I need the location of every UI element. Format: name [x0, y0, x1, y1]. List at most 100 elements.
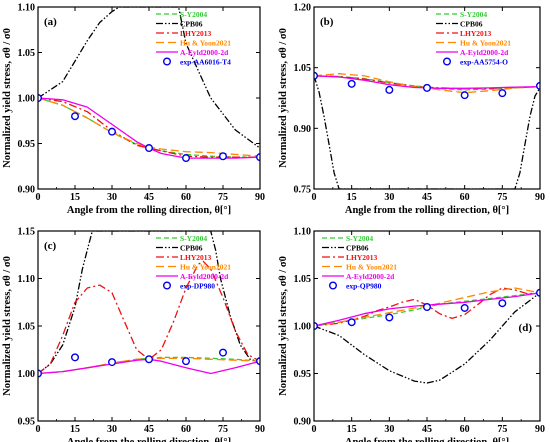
data-point-exp-DP980	[218, 348, 227, 357]
y-tick-label: 1.00	[294, 322, 312, 333]
legend-label: A-Eyld2000-2d	[180, 272, 229, 281]
legend-label: exp-AA6016-T4	[180, 58, 231, 67]
y-axis-label: Normalized yield stress, σθ / σ0	[2, 256, 13, 396]
panel-label: (d)	[519, 322, 533, 334]
data-point-exp-AA5754-O	[385, 85, 394, 94]
data-point-exp-AA6016-T4	[218, 152, 227, 161]
data-point-exp-DP980	[256, 357, 260, 366]
x-tick-label: 75	[218, 424, 228, 435]
x-tick-label: 30	[384, 192, 394, 203]
plot-frame	[37, 6, 261, 190]
data-point-exp-AA5754-O	[498, 89, 507, 98]
y-tick-label: 1.10	[18, 274, 36, 285]
x-axis-label: Angle from the rolling direction, θ[°]	[345, 437, 509, 442]
data-point-exp-AA5754-O	[536, 81, 540, 90]
legend-label: Hu & Yoon2021	[180, 39, 231, 48]
panel-label: (a)	[44, 16, 57, 28]
y-tick-label: 1.05	[294, 63, 312, 74]
data-point-exp-AA6016-T4	[107, 127, 116, 136]
data-point-exp-AA6016-T4	[144, 144, 153, 153]
x-axis-label: Angle from the rolling direction, θ[°]	[67, 205, 231, 216]
data-point-exp-AA5754-O	[423, 83, 432, 92]
x-tick-label: 60	[460, 192, 470, 203]
y-axis-label: Normalized yield stress, σθ / σ0	[278, 256, 289, 396]
series-line-LHY2013	[38, 260, 260, 375]
x-tick-label: 90	[535, 192, 545, 203]
x-tick-label: 75	[218, 192, 228, 203]
y-tick-label: 1.05	[294, 274, 312, 285]
legend-label: exp-QP980	[346, 282, 382, 291]
data-point-exp-QP980	[498, 299, 507, 308]
data-point-exp-AA6016-T4	[70, 112, 79, 121]
x-tick-label: 45	[422, 192, 432, 203]
legend-label: exp-DP980	[180, 282, 215, 291]
data-point-exp-AA5754-O	[460, 91, 469, 100]
x-tick-label: 75	[497, 192, 507, 203]
y-axis-label: Normalized yield stress, σθ / σ0	[278, 28, 289, 168]
series-line-CPB06	[38, 231, 260, 375]
plot-frame	[313, 6, 541, 190]
x-tick-label: 75	[497, 424, 507, 435]
legend-label: LHY2013	[180, 253, 212, 262]
legend-label: LHY2013	[180, 29, 212, 38]
y-tick-label: 1.05	[18, 322, 36, 333]
legend-label: A-Eyld2000-2d	[460, 48, 509, 57]
x-axis-label: Angle from the rolling direction, θ[°]	[345, 205, 509, 216]
x-tick-label: 30	[107, 424, 117, 435]
x-tick-label: 0	[36, 424, 41, 435]
y-tick-label: 1.10	[18, 3, 36, 14]
y-axis-label: Normalized yield stress, σθ / σ0	[2, 28, 13, 168]
plot-frame	[37, 230, 261, 422]
plot-frame	[313, 230, 541, 422]
x-tick-label: 0	[36, 192, 41, 203]
y-tick-label: 1.00	[18, 369, 36, 380]
data-point-exp-DP980	[144, 355, 153, 364]
legend-label: CPB06	[346, 244, 369, 253]
legend-marker	[329, 281, 338, 290]
x-tick-label: 45	[422, 424, 432, 435]
panel-d: 0 15 30 45 60 75 90 0.90 0.95 1.00 1.05 1.10 (d) S-Y2…	[278, 227, 545, 442]
series-line-CPB06	[314, 292, 540, 384]
legend-label: exp-AA5754-O	[460, 58, 508, 67]
x-tick-label: 60	[181, 424, 191, 435]
x-tick-label: 45	[144, 424, 154, 435]
x-tick-label: 90	[255, 424, 265, 435]
legend-label: A-Eyld2000-2d	[180, 48, 229, 57]
legend-label: CPB06	[460, 20, 483, 29]
legend-label: S-Y2004	[180, 234, 207, 243]
panel-label: (c)	[44, 240, 57, 252]
x-tick-label: 30	[107, 192, 117, 203]
legend-marker	[162, 281, 171, 290]
data-point-exp-QP980	[385, 313, 394, 322]
legend-marker	[162, 57, 171, 66]
legend-label: S-Y2004	[180, 10, 207, 19]
legend-label: A-Eyld2000-2d	[346, 272, 395, 281]
x-axis-label: Angle from the rolling direction, θ[°]	[67, 437, 231, 442]
x-tick-label: 60	[460, 424, 470, 435]
y-tick-label: 1.00	[18, 94, 36, 105]
data-point-exp-DP980	[107, 358, 116, 367]
legend-label: LHY2013	[460, 29, 492, 38]
y-tick-label: 0.95	[294, 369, 312, 380]
legend-marker	[443, 57, 452, 66]
x-tick-label: 90	[535, 424, 545, 435]
legend-label: Hu & Yoon2021	[460, 39, 511, 48]
data-point-exp-QP980	[423, 303, 432, 312]
data-point-exp-DP980	[181, 357, 190, 366]
series-line-CPB06	[314, 75, 540, 189]
x-tick-label: 30	[384, 424, 394, 435]
y-tick-label: 0.95	[18, 139, 36, 150]
x-tick-label: 60	[181, 192, 191, 203]
data-point-exp-QP980	[536, 288, 540, 297]
y-tick-label: 0.90	[294, 124, 312, 135]
y-tick-label: 1.15	[18, 227, 36, 238]
panel-b: 0 15 30 45 60 75 90 0.75 0.90 1.05 1.20 (b) S-Y2004C…	[278, 3, 545, 217]
y-tick-label: 1.20	[294, 3, 312, 14]
x-tick-label: 90	[255, 192, 265, 203]
series-line-CPB06	[38, 7, 260, 149]
x-tick-label: 0	[312, 424, 317, 435]
legend-label: CPB06	[180, 20, 203, 29]
panel-c: 0 15 30 45 60 75 90 0.95 1.00 1.05 1.10 1.15 (c) S-Y2…	[2, 227, 265, 442]
legend-label: LHY2013	[346, 253, 378, 262]
